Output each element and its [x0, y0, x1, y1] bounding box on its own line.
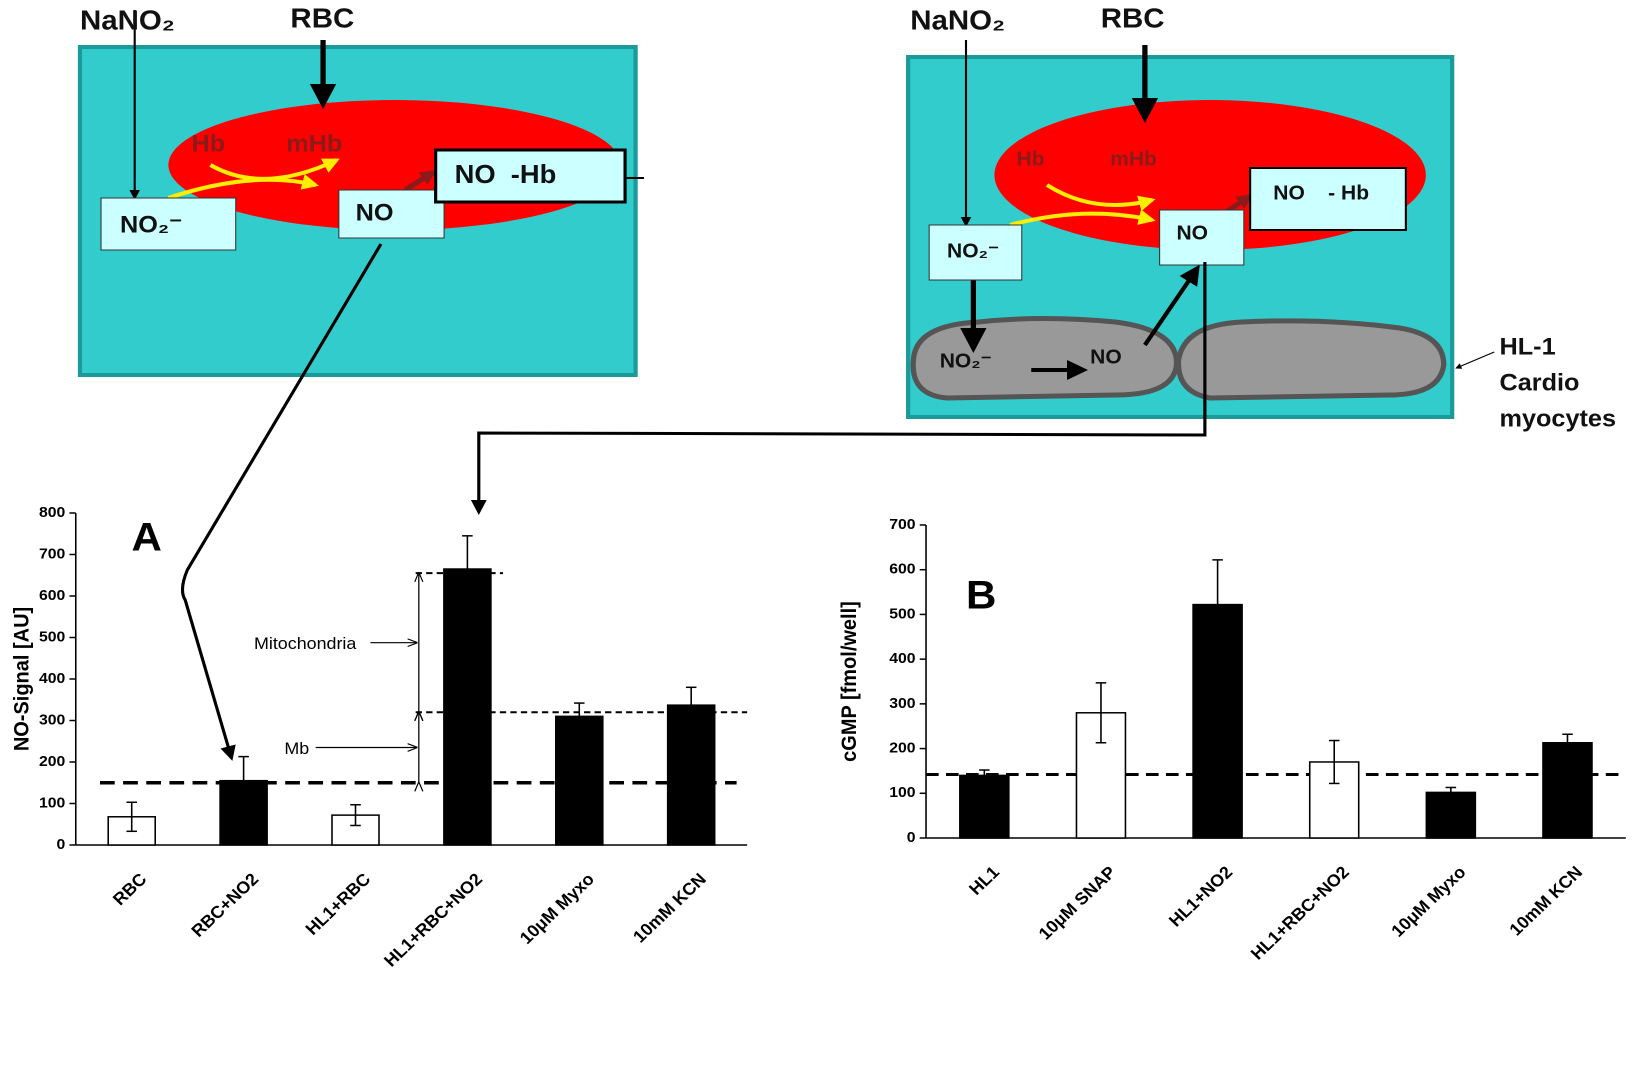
y-tick-label: 0 [907, 829, 916, 846]
y-tick-label: 300 [889, 695, 915, 712]
label: RBC [290, 3, 354, 34]
label: NO₂⁻ [940, 350, 992, 372]
y-tick-label: 300 [39, 712, 65, 729]
label: NO -Hb [455, 159, 557, 188]
y-tick-label: 800 [39, 504, 65, 521]
y-tick-label: 0 [56, 836, 65, 853]
y-tick-label: 700 [889, 516, 915, 533]
arrow [1224, 193, 1253, 215]
y-axis-label: NO-Signal [AU] [10, 607, 34, 751]
box [338, 189, 445, 239]
bar [443, 568, 492, 846]
label: mHb [286, 131, 342, 157]
x-tick-label: RBC [109, 869, 151, 909]
y-tick-label: 200 [889, 740, 915, 757]
y-tick-label: 500 [39, 629, 65, 646]
label: HL-1 [1500, 334, 1556, 360]
arrow [209, 158, 340, 181]
box [1249, 167, 1407, 231]
arrow [1455, 351, 1495, 369]
arrow [403, 169, 437, 193]
connector [180, 243, 383, 761]
y-tick-label: 500 [889, 606, 915, 623]
label: Cardio [1500, 370, 1580, 396]
panel-label: B [966, 573, 996, 618]
label: mHb [1110, 148, 1157, 170]
label: NaNO₂ [80, 5, 175, 36]
x-tick-label: 10mM KCN [629, 869, 710, 946]
x-tick-label: 10μM Myxo [516, 869, 599, 948]
x-tick-label: RBC+NO2 [187, 869, 262, 941]
bar [1542, 742, 1593, 839]
charts: 0 100 200 300 400 500 600 700 800 NO-Signal [AU] A… [10, 504, 1626, 970]
arrow [1045, 183, 1156, 212]
x-tick-label: 10μM Myxo [1387, 862, 1470, 941]
bar [1192, 603, 1243, 839]
x-tick-label: HL1 [965, 862, 1004, 899]
label: Hb [1017, 148, 1045, 170]
y-tick-label: 100 [889, 785, 915, 802]
annotation: Mitochondria [254, 634, 357, 653]
annotation: Mb [284, 738, 309, 757]
y-tick-label: 600 [39, 587, 65, 604]
x-tick-label: HL1+NO2 [1165, 862, 1237, 930]
label: NO [1176, 222, 1208, 244]
y-axis-label: cGMP [fmol/well] [837, 601, 861, 762]
x-tick-label: HL1+RBC [301, 869, 374, 939]
label: NO - Hb [1273, 182, 1369, 204]
y-tick-label: 200 [39, 753, 65, 770]
connector [470, 262, 1207, 515]
label: Hb [192, 131, 226, 157]
bar [666, 704, 716, 846]
label: NO [1090, 346, 1122, 368]
label: RBC [1101, 3, 1165, 34]
bar [555, 715, 604, 846]
bar [219, 779, 268, 846]
right-diagram: NaNO₂ RBC Hb mHb NO₂⁻ NO NO - Hb NO₂⁻ NO… [906, 3, 1616, 432]
label: NO [356, 200, 394, 226]
arrow [1143, 264, 1200, 347]
arrow [167, 174, 319, 200]
y-tick-label: 600 [889, 561, 915, 578]
bar [1425, 791, 1477, 839]
label: myocytes [1500, 406, 1616, 432]
box [928, 224, 1023, 281]
box [1159, 209, 1245, 266]
bar [959, 774, 1010, 839]
x-tick-label: 10μM SNAP [1034, 862, 1120, 943]
x-tick-label: HL1+RBC+NO2 [380, 869, 487, 970]
panel-label: A [132, 515, 162, 560]
y-tick-label: 100 [39, 795, 65, 812]
left-diagram: NaNO₂ RBC Hb mHb NO₂⁻ NO NO -Hb [77, 3, 645, 377]
label: NO₂⁻ [947, 240, 999, 262]
y-tick-label: 700 [39, 546, 65, 563]
box [100, 197, 237, 251]
y-tick-label: 400 [39, 670, 65, 687]
label: NaNO₂ [910, 5, 1005, 36]
cell [1175, 318, 1447, 401]
box [434, 148, 627, 204]
y-tick-label: 400 [889, 650, 915, 667]
label: NO₂⁻ [120, 212, 182, 238]
arrow [1009, 209, 1156, 227]
x-tick-label: 10mM KCN [1505, 862, 1586, 939]
x-tick-label: HL1+RBC+NO2 [1247, 862, 1354, 963]
